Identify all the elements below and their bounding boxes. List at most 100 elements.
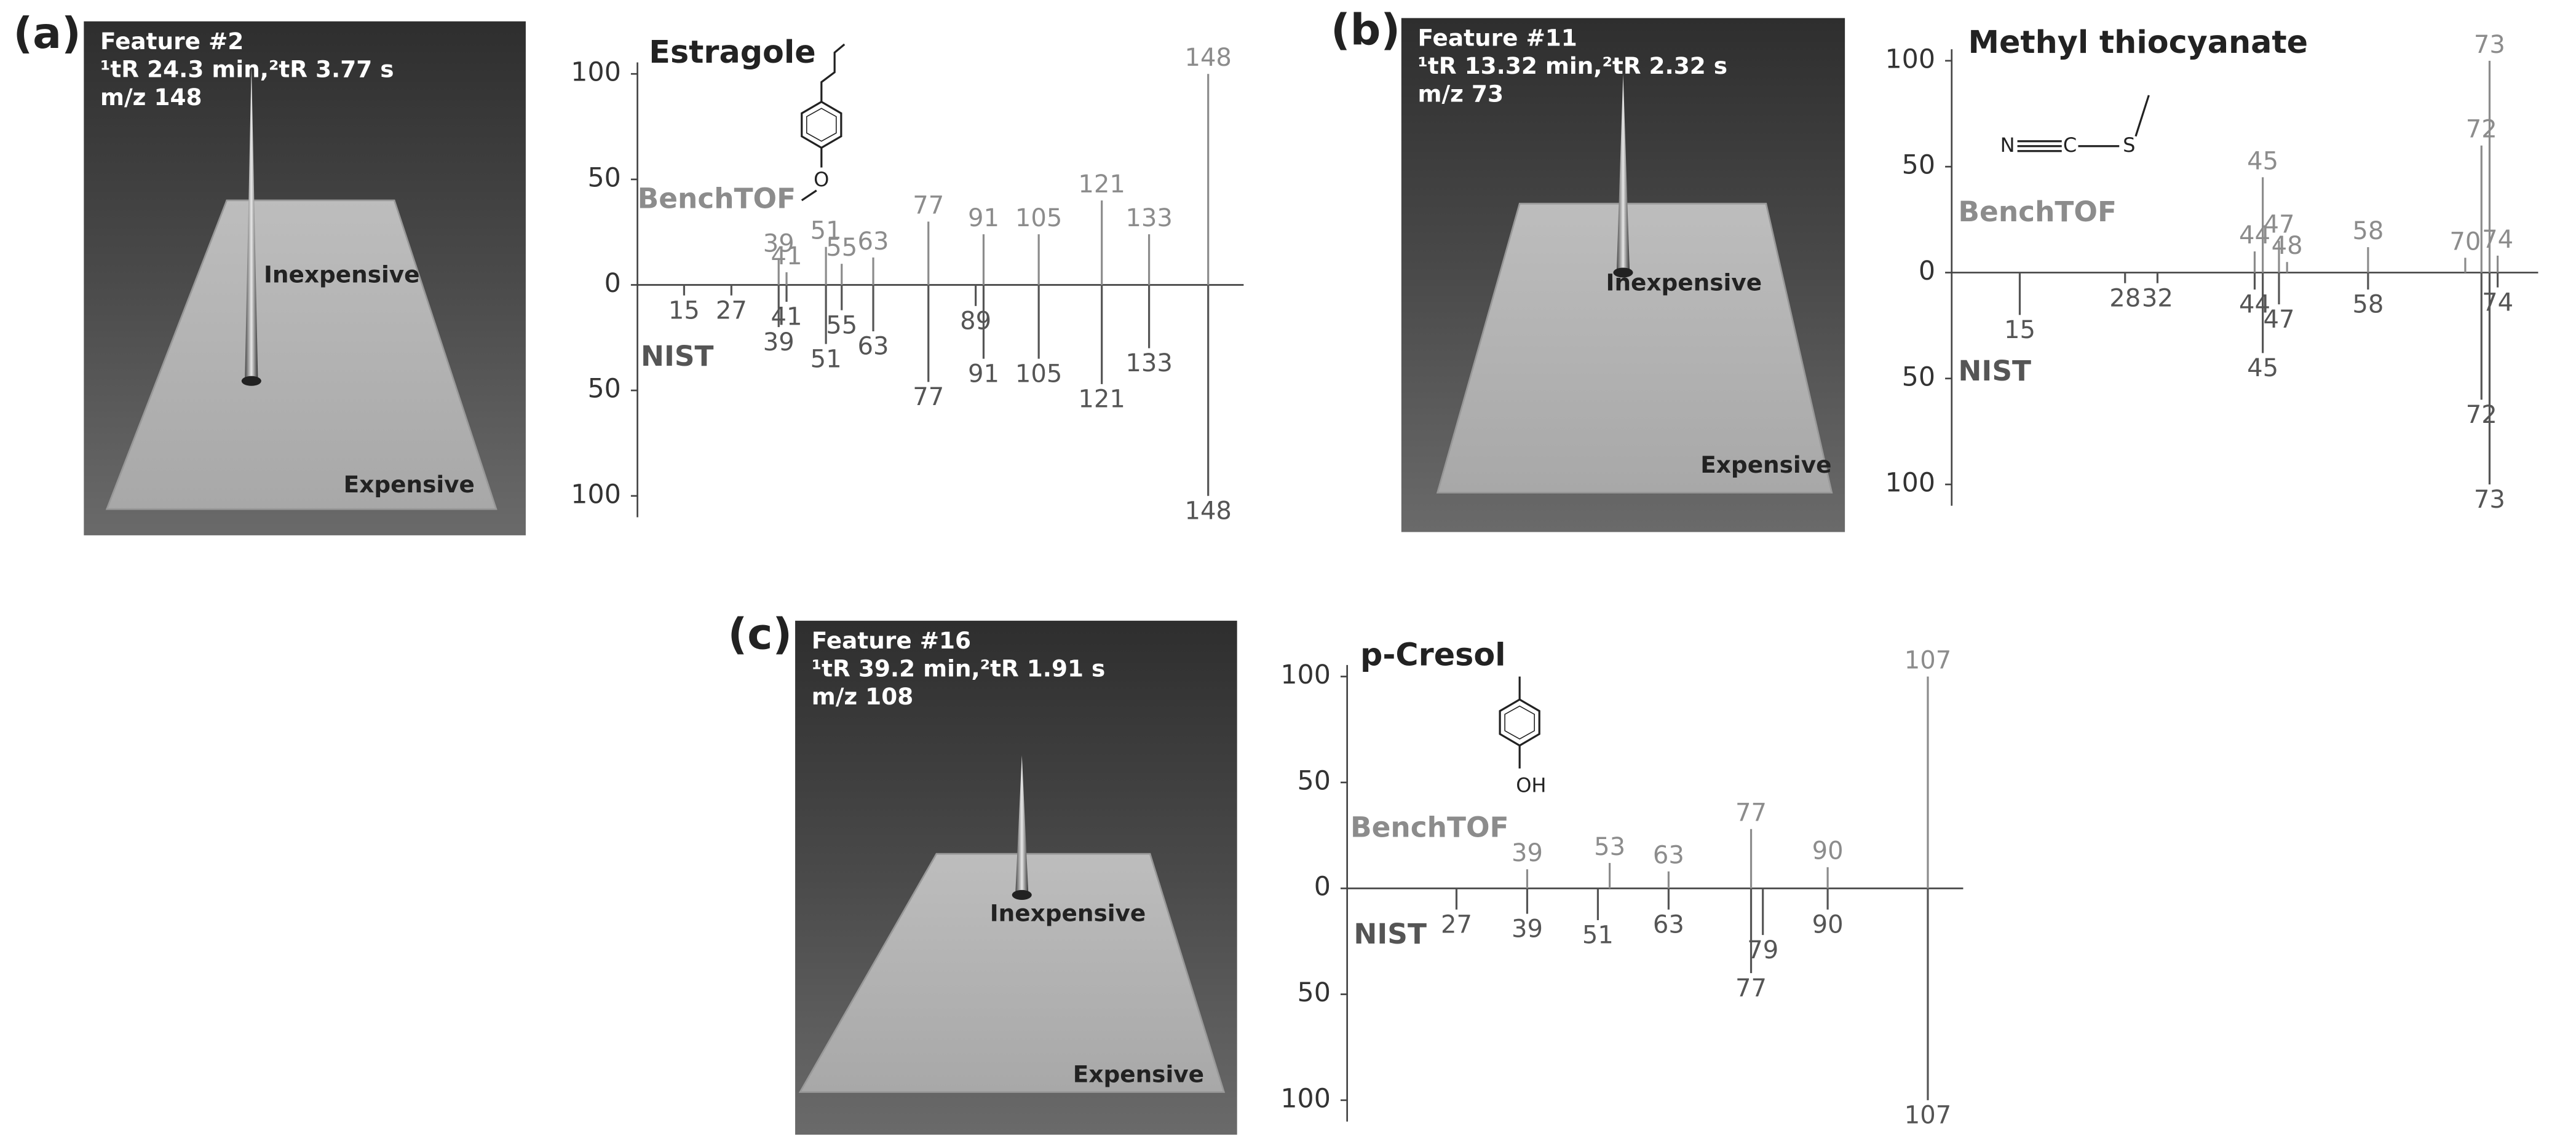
surface-label: Inexpensive [990, 899, 1146, 926]
peak-label: 63 [1653, 842, 1684, 870]
surface-peak-base [241, 376, 261, 386]
peak-label: 91 [968, 204, 999, 232]
peak-label: 39 [1512, 839, 1543, 867]
peak-label: 107 [1904, 1102, 1951, 1130]
peak-label: 70 [2449, 227, 2481, 256]
peak-label: 51 [810, 217, 842, 245]
y-tick-label: 50 [588, 374, 621, 404]
peak-label: 73 [2474, 31, 2505, 59]
peak-label: 51 [810, 345, 842, 373]
y-tick-label: 100 [1885, 44, 1935, 74]
chart-title: Methyl thiocyanate [1968, 24, 2308, 60]
peak-label: 91 [968, 360, 999, 388]
peak-label: 77 [913, 191, 944, 219]
y-tick-label: 100 [571, 57, 621, 88]
peak-label: 55 [826, 311, 857, 339]
surface-label: Inexpensive [1606, 269, 1762, 296]
y-tick-label: 0 [604, 268, 621, 299]
peak-label: 74 [2482, 288, 2513, 317]
peak-label: 53 [1594, 833, 1625, 861]
y-tick-label: 50 [1902, 361, 1935, 392]
legend-label: NIST [1353, 918, 1427, 950]
peak-label: 77 [1735, 974, 1767, 1003]
peak-label: 63 [858, 333, 889, 361]
peak-label: 107 [1904, 647, 1951, 675]
peak-label: 79 [1747, 936, 1778, 964]
legend-label: BenchTOF [1958, 195, 2117, 228]
peak-label: 51 [1582, 921, 1614, 950]
mz-label: m/z 108 [812, 683, 913, 710]
peak-label: 72 [2466, 401, 2497, 429]
retention-label: ¹tR 39.2 min,²tR 1.91 s [812, 655, 1106, 682]
surface-label: Inexpensive [264, 261, 420, 288]
y-tick-label: 100 [1885, 468, 1935, 499]
peak-label: 90 [1812, 910, 1844, 939]
peak-label: 77 [913, 383, 944, 411]
structure-atom: N [2000, 133, 2015, 157]
peak-label: 72 [2466, 116, 2497, 144]
peak-label: 63 [1653, 910, 1684, 939]
y-tick-label: 100 [571, 479, 621, 510]
peak-label: 44 [2239, 291, 2270, 319]
peak-label: 121 [1078, 170, 1125, 199]
peak-label: 121 [1078, 385, 1125, 414]
peak-label: 45 [2247, 354, 2278, 382]
peak-label: 39 [1512, 915, 1543, 943]
panel-label: (b) [1331, 6, 1400, 55]
structure [801, 43, 846, 202]
chart-title: Estragole [649, 34, 815, 70]
peak-label: 55 [826, 234, 857, 262]
peak-label: 47 [2263, 305, 2294, 334]
peak-label: 41 [771, 242, 803, 270]
y-tick-label: 50 [1298, 765, 1331, 796]
peak-label: 27 [716, 296, 747, 325]
peak-label: 58 [2352, 217, 2384, 245]
peak-label: 15 [2004, 316, 2035, 344]
y-tick-label: 50 [1902, 150, 1935, 181]
structure-atom: C [2063, 133, 2077, 157]
y-tick-label: 0 [1919, 256, 1935, 286]
peak-label: 45 [2247, 147, 2278, 175]
peak-label: 27 [1441, 910, 1472, 939]
peak-label: 77 [1735, 799, 1767, 827]
panel-label: (c) [728, 610, 793, 660]
legend-label: NIST [641, 340, 714, 372]
feature-label: Feature #11 [1418, 25, 1577, 52]
y-tick-label: 50 [1298, 977, 1331, 1008]
legend-label: NIST [1958, 355, 2031, 387]
peak-label: 74 [2482, 226, 2513, 254]
peak-label: 105 [1015, 204, 1062, 232]
surface-plane [1436, 202, 1833, 494]
peak-label: 39 [763, 229, 795, 258]
structure-atom: S [2123, 133, 2135, 157]
peak-label: 89 [960, 307, 991, 336]
structure [2017, 95, 2150, 152]
surface-label: Expensive [1700, 451, 1831, 478]
mz-label: m/z 148 [100, 84, 202, 111]
feature-label: Feature #2 [100, 28, 244, 55]
surface-plane [105, 199, 497, 510]
structure-atom: OH [1516, 774, 1546, 797]
y-tick-label: 100 [1280, 1083, 1331, 1114]
peak-label: 32 [2142, 284, 2173, 312]
peak-label: 39 [763, 328, 795, 357]
mz-label: m/z 73 [1418, 80, 1504, 107]
panel-label: (a) [13, 9, 81, 58]
retention-label: ¹tR 13.32 min,²tR 2.32 s [1418, 52, 1728, 79]
peak-label: 148 [1184, 497, 1231, 525]
peak-label: 47 [2263, 211, 2294, 239]
peak-label: 28 [2109, 284, 2141, 312]
peak-label: 148 [1184, 44, 1231, 72]
legend-label: BenchTOF [638, 182, 796, 215]
peak-label: 63 [858, 227, 889, 256]
peak-label: 58 [2352, 291, 2384, 319]
structure [1499, 676, 1540, 769]
structure-atom: O [814, 168, 829, 191]
peak-label: 133 [1125, 349, 1172, 377]
surface-peak-base [1012, 889, 1032, 900]
peak-label: 73 [2474, 486, 2505, 514]
y-tick-label: 100 [1280, 660, 1331, 690]
surface-label: Expensive [344, 471, 475, 498]
